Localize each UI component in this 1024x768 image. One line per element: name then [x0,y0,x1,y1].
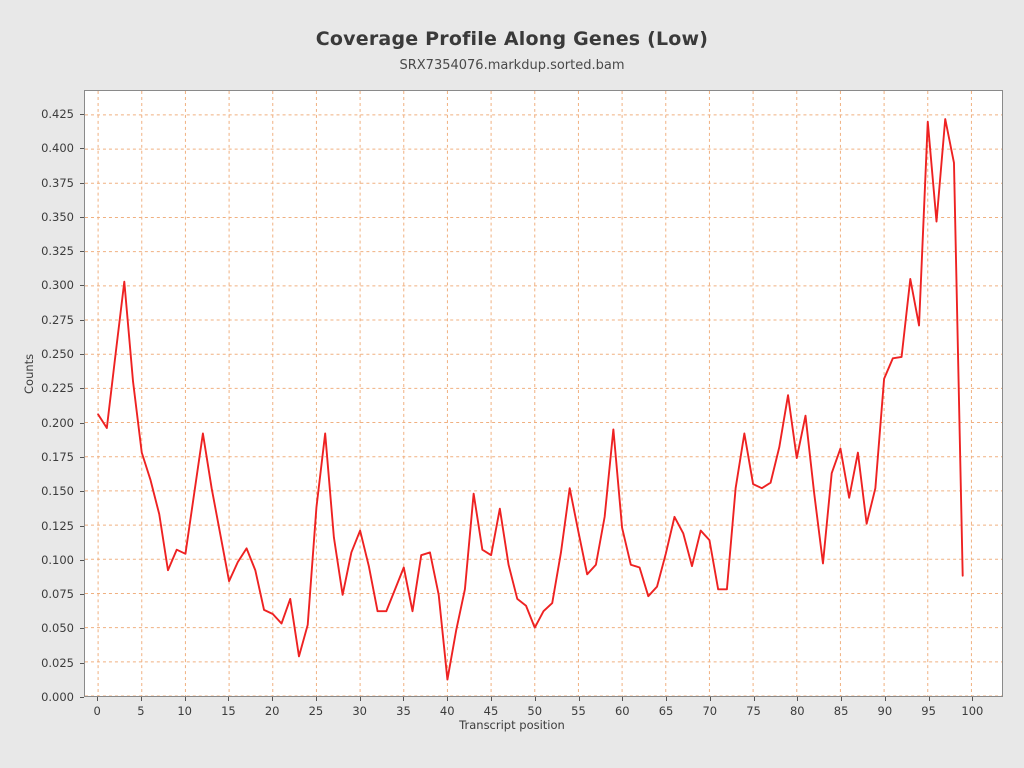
x-tick-mark [841,697,843,701]
x-tick-label: 10 [177,704,192,718]
x-tick-label: 95 [921,704,936,718]
y-tick-label: 0.425 [41,107,74,121]
x-tick-label: 15 [221,704,236,718]
x-tick-label: 100 [961,704,984,718]
y-tick-label: 0.350 [41,209,74,224]
y-tick-label: 0.075 [41,587,74,602]
x-tick-mark [622,697,624,701]
x-tick-mark [972,697,974,701]
x-tick-label: 40 [439,704,455,718]
x-tick-mark [140,697,142,701]
x-tick-mark [578,697,580,701]
x-tick-label: 5 [137,704,145,718]
x-tick-label: 30 [352,704,368,718]
x-tick-mark [753,697,755,701]
x-tick-mark [666,697,668,701]
y-tick-label: 0.000 [41,690,74,704]
x-tick-label: 45 [483,704,499,718]
x-tick-mark [797,697,799,701]
y-tick-label: 0.375 [41,175,74,190]
y-tick-label: 0.250 [41,347,74,362]
y-tick-label: 0.275 [41,312,74,327]
x-tick-label: 60 [614,704,630,718]
x-tick-mark [359,697,361,701]
x-tick-label: 0 [93,704,101,718]
y-tick-label: 0.025 [41,655,74,670]
x-tick-mark [447,697,449,701]
y-tick-label: 0.150 [41,484,74,499]
x-tick-mark [884,697,886,701]
y-tick-label: 0.325 [41,244,74,259]
grid-lines [85,91,1002,696]
x-tick-label: 75 [746,704,761,718]
x-tick-mark [709,697,711,701]
x-tick-mark [490,697,492,701]
x-tick-label: 80 [789,704,805,718]
x-tick-mark [184,697,186,701]
x-tick-label: 90 [877,704,893,718]
x-tick-mark [315,697,317,701]
x-tick-label: 65 [658,704,674,718]
y-tick-mark [80,697,84,698]
x-tick-mark [403,697,405,701]
chart-title: Coverage Profile Along Genes (Low) [315,28,709,50]
x-axis-label: Transcript position [459,718,565,732]
x-tick-mark [534,697,536,701]
x-tick-label: 25 [308,704,324,718]
coverage-line-series [97,118,964,681]
plot-area [84,90,1003,697]
x-tick-mark [272,697,274,701]
x-tick-label: 55 [571,704,586,718]
y-tick-label: 0.225 [41,381,74,396]
y-tick-label: 0.400 [41,141,74,156]
x-tick-label: 70 [702,704,718,718]
y-tick-label: 0.200 [41,415,74,430]
y-tick-label: 0.300 [41,278,74,293]
y-tick-label: 0.175 [41,449,74,464]
y-tick-label: 0.100 [41,552,74,567]
x-tick-label: 50 [527,704,543,718]
x-tick-mark [228,697,230,701]
x-tick-mark [928,697,930,701]
chart-subtitle: SRX7354076.markdup.sorted.bam [399,58,625,73]
y-tick-label: 0.125 [41,518,74,533]
x-tick-label: 35 [396,704,411,718]
x-tick-label: 20 [264,704,280,718]
x-tick-label: 85 [833,704,849,718]
y-axis-label: Counts [22,353,36,394]
y-tick-label: 0.050 [41,621,74,636]
x-tick-mark [97,697,99,701]
